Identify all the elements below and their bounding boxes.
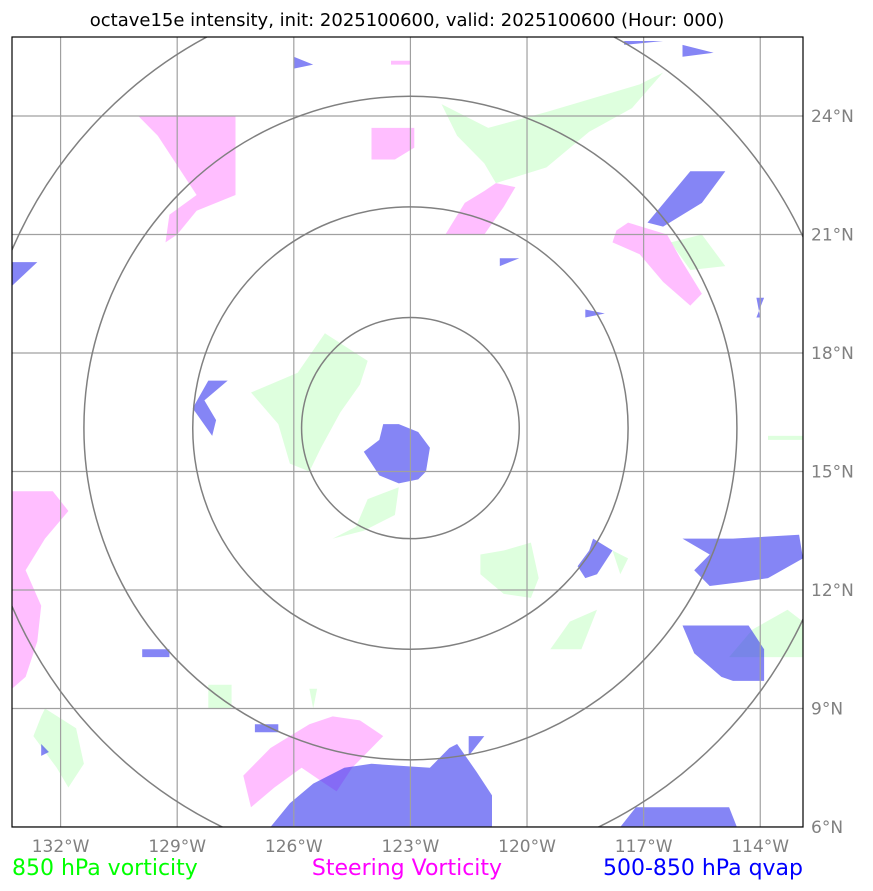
contour-patch (682, 44, 714, 57)
contour-patch (12, 491, 69, 689)
range-rings (12, 37, 803, 827)
contour-patch (12, 262, 38, 286)
contour-patch (309, 688, 318, 709)
contour-patch (208, 684, 232, 709)
y-tick-label: 9°N (811, 700, 843, 720)
x-tick-label: 129°W (148, 837, 206, 857)
y-tick-label: 18°N (811, 344, 854, 364)
range-ring (12, 37, 803, 827)
contour-patch (468, 736, 485, 756)
contour-patch (480, 542, 539, 598)
x-tick-label: 114°W (731, 837, 789, 857)
chart-title: octave15e intensity, init: 2025100600, v… (90, 10, 725, 31)
contour-patch (251, 333, 368, 472)
x-tick-label: 132°W (32, 837, 90, 857)
contour-patch (647, 171, 726, 227)
contour-patch (624, 41, 664, 45)
layer-3 (12, 41, 803, 827)
contour-patch (768, 435, 803, 440)
contour-patch (577, 538, 613, 579)
contour-patch (254, 724, 279, 733)
y-tick-label: 15°N (811, 463, 854, 483)
contour-patch (371, 127, 415, 160)
contour-patch (441, 72, 664, 184)
x-axis-ticks: 132°W 129°W 126°W 123°W 120°W 117°W 114°W (32, 837, 790, 857)
contour-patch (332, 487, 399, 539)
x-tick-label: 120°W (498, 837, 556, 857)
legend-850hpa-vorticity: 850 hPa vorticity (12, 856, 198, 881)
contour-patch (620, 807, 737, 827)
legend: 850 hPa vorticity Steering Vorticity 500… (12, 856, 803, 881)
contour-patch (585, 309, 605, 318)
contour-patch (682, 625, 765, 681)
y-tick-label: 21°N (811, 226, 854, 246)
range-ring (83, 95, 738, 761)
contour-patch (243, 716, 384, 808)
x-tick-label: 126°W (265, 837, 323, 857)
contour-patch (682, 534, 803, 586)
x-tick-label: 123°W (382, 837, 440, 857)
contour-patch (270, 744, 492, 827)
contour-patch (670, 234, 726, 270)
contour-patch (445, 183, 516, 235)
layer-1 (33, 72, 803, 788)
contour-patch (293, 56, 314, 69)
contour-patch (41, 744, 49, 756)
range-ring (191, 206, 629, 650)
contour-patch (33, 708, 84, 788)
contour-patch (550, 609, 597, 650)
contour-patch (391, 60, 411, 65)
contour-patch (612, 222, 702, 306)
range-ring (300, 316, 521, 540)
y-tick-label: 24°N (811, 107, 854, 127)
contour-layers (12, 41, 803, 827)
y-axis-ticks: 6°N 9°N 12°N 15°N 18°N 21°N 24°N (811, 107, 854, 838)
legend-steering-vorticity: Steering Vorticity (312, 856, 502, 881)
y-tick-label: 6°N (811, 818, 843, 838)
graticule (12, 37, 803, 827)
contour-patch (142, 649, 170, 658)
contour-patch (499, 258, 520, 267)
contour-patch (363, 424, 430, 484)
contour-patch (138, 116, 236, 243)
y-tick-label: 12°N (811, 581, 854, 601)
x-tick-label: 117°W (615, 837, 673, 857)
layer-2 (12, 60, 702, 808)
contour-patch (192, 380, 228, 436)
plot-frame (11, 36, 804, 828)
legend-qvap: 500-850 hPa qvap (603, 856, 803, 881)
contour-patch (612, 550, 629, 575)
